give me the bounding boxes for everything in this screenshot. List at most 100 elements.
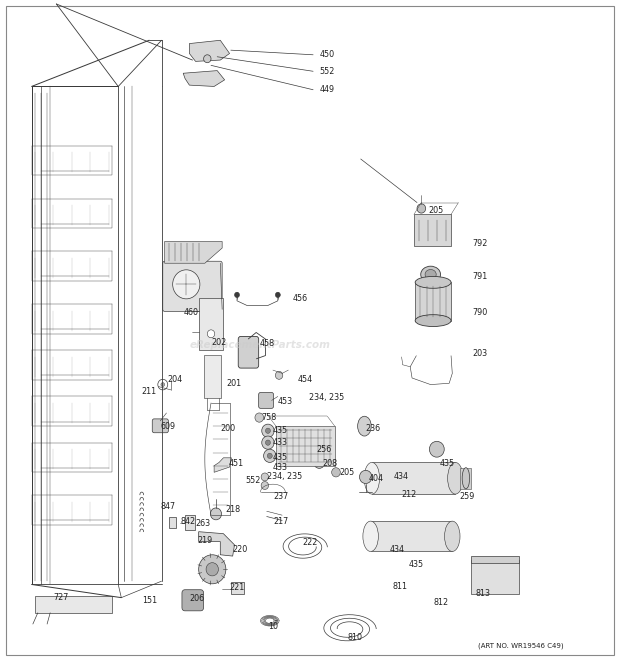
Text: 211: 211	[142, 387, 157, 396]
Text: 151: 151	[142, 596, 157, 605]
Circle shape	[158, 379, 168, 390]
Polygon shape	[189, 40, 229, 61]
Text: 208: 208	[322, 459, 337, 468]
Text: 792: 792	[472, 239, 487, 248]
Text: 433: 433	[273, 438, 288, 447]
Circle shape	[206, 563, 218, 576]
Text: 609: 609	[161, 422, 175, 431]
Text: 206: 206	[189, 594, 205, 603]
Text: 218: 218	[225, 506, 241, 514]
Text: 435: 435	[273, 426, 288, 435]
Polygon shape	[165, 241, 222, 263]
Text: 434: 434	[394, 473, 409, 481]
Text: 259: 259	[459, 492, 475, 501]
Text: 201: 201	[226, 379, 242, 388]
Bar	[471, 556, 519, 563]
Ellipse shape	[462, 468, 469, 488]
Bar	[185, 515, 195, 529]
Circle shape	[261, 482, 268, 489]
Text: 811: 811	[392, 582, 407, 591]
Text: 236: 236	[366, 424, 381, 432]
Bar	[372, 463, 455, 494]
Text: 451: 451	[228, 459, 244, 468]
Text: 791: 791	[472, 272, 487, 281]
Circle shape	[198, 555, 226, 584]
Text: 205: 205	[340, 468, 355, 477]
Polygon shape	[214, 458, 231, 473]
Ellipse shape	[415, 276, 451, 288]
Circle shape	[275, 371, 283, 379]
Ellipse shape	[415, 315, 451, 327]
Circle shape	[265, 428, 270, 434]
Text: 458: 458	[259, 339, 275, 348]
Circle shape	[264, 449, 276, 463]
FancyBboxPatch shape	[182, 590, 203, 611]
Circle shape	[267, 453, 272, 459]
Circle shape	[275, 292, 280, 297]
Text: 813: 813	[476, 588, 491, 598]
Text: 220: 220	[232, 545, 248, 554]
Text: 460: 460	[183, 307, 198, 317]
Text: 812: 812	[434, 598, 449, 607]
FancyBboxPatch shape	[153, 419, 169, 433]
Ellipse shape	[421, 266, 441, 283]
Text: 222: 222	[302, 539, 317, 547]
Text: 758: 758	[262, 413, 277, 422]
Text: 221: 221	[229, 583, 245, 592]
Bar	[460, 468, 471, 488]
Text: 200: 200	[220, 424, 236, 432]
FancyBboxPatch shape	[259, 393, 273, 408]
Circle shape	[332, 468, 340, 477]
Text: 842: 842	[180, 518, 195, 526]
Text: 256: 256	[316, 445, 332, 453]
Bar	[415, 282, 451, 321]
Polygon shape	[198, 531, 234, 556]
Text: 212: 212	[402, 490, 417, 498]
Ellipse shape	[363, 521, 378, 551]
Bar	[371, 521, 452, 551]
Circle shape	[417, 204, 426, 213]
Circle shape	[255, 413, 264, 422]
Circle shape	[314, 457, 325, 469]
Text: 456: 456	[293, 294, 308, 303]
Text: eReplacementParts.com: eReplacementParts.com	[190, 340, 331, 350]
Text: 234, 235: 234, 235	[267, 473, 302, 481]
FancyBboxPatch shape	[163, 261, 222, 311]
Circle shape	[262, 424, 274, 438]
Text: 449: 449	[319, 85, 334, 95]
Circle shape	[265, 440, 270, 446]
Text: 10: 10	[268, 621, 278, 631]
Bar	[471, 560, 519, 594]
Bar	[414, 214, 451, 246]
Circle shape	[234, 292, 239, 297]
Circle shape	[304, 436, 326, 460]
Ellipse shape	[358, 416, 371, 436]
Bar	[276, 426, 335, 466]
Bar	[35, 596, 112, 613]
Bar	[231, 582, 244, 594]
Circle shape	[172, 270, 200, 299]
Circle shape	[210, 508, 221, 520]
Circle shape	[262, 436, 274, 449]
Text: 263: 263	[195, 519, 211, 527]
Text: 810: 810	[347, 633, 362, 642]
Text: 435: 435	[273, 453, 288, 461]
Circle shape	[207, 330, 215, 338]
Polygon shape	[183, 71, 224, 87]
Text: 203: 203	[472, 349, 487, 358]
Bar	[198, 297, 223, 350]
Text: 435: 435	[409, 560, 424, 569]
Ellipse shape	[448, 463, 463, 494]
Ellipse shape	[364, 463, 379, 494]
Circle shape	[430, 442, 445, 457]
Ellipse shape	[445, 521, 460, 551]
Text: 552: 552	[245, 477, 260, 485]
Text: 217: 217	[273, 518, 288, 526]
Circle shape	[203, 55, 211, 63]
Ellipse shape	[425, 270, 436, 280]
Text: 219: 219	[197, 536, 213, 545]
FancyBboxPatch shape	[238, 336, 259, 368]
Text: 790: 790	[472, 307, 487, 317]
Text: 234, 235: 234, 235	[309, 393, 344, 403]
Text: 435: 435	[440, 459, 455, 468]
